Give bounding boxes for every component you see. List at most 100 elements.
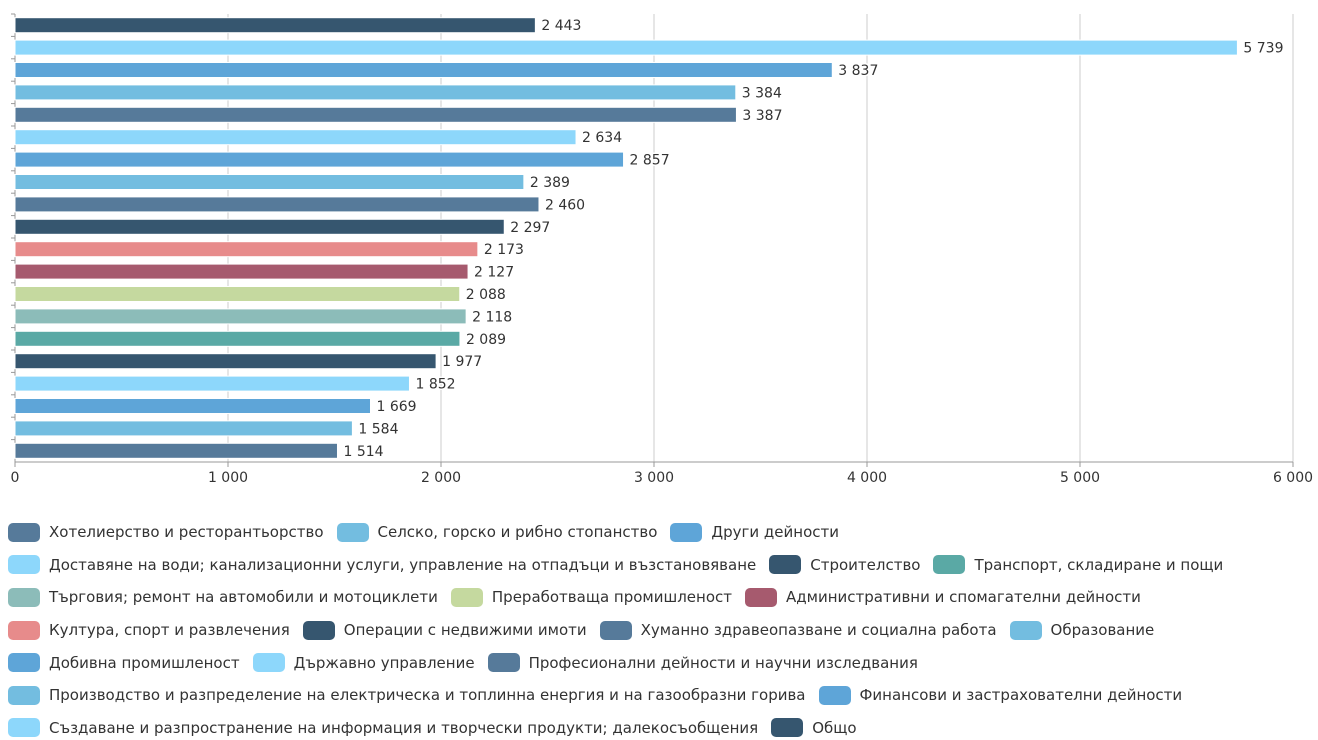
- legend-item[interactable]: Строителство: [769, 553, 920, 578]
- data-label: 1 514: [343, 444, 383, 460]
- bar: [14, 241, 479, 258]
- x-tick-label: 0: [11, 470, 20, 486]
- legend-label: Преработваща промишленост: [491, 588, 733, 607]
- legend-item[interactable]: Култура, спорт и развлечения: [8, 618, 290, 643]
- legend-swatch: [450, 587, 483, 607]
- bar: [14, 375, 410, 392]
- legend-swatch: [670, 522, 703, 542]
- legend-item[interactable]: Създаване и разпространение на информаци…: [8, 716, 758, 740]
- x-tick-label: 3 000: [634, 470, 674, 486]
- legend-swatch: [252, 653, 285, 673]
- chart: 0 1 000 2 000 3 000 4 000 5 000 6 000 1 514 1 58…: [11, 13, 1313, 486]
- data-label: 3 384: [742, 85, 782, 101]
- legend-swatch: [302, 620, 335, 640]
- legend-label: Доставяне на води; канализационни услуги…: [49, 555, 757, 574]
- legend-label: Операции с недвижими имоти: [343, 621, 587, 640]
- bar: [14, 196, 540, 213]
- legend-swatch: [8, 555, 40, 575]
- data-label: 2 634: [582, 130, 622, 146]
- data-label: 3 837: [838, 63, 878, 79]
- legend-swatch: [933, 555, 966, 575]
- legend-label: Селско, горско и рибно стопанство: [377, 523, 658, 542]
- legend-item[interactable]: Държавно управление: [252, 650, 475, 675]
- legend-item[interactable]: Операции с недвижими имоти: [302, 618, 587, 643]
- legend-item[interactable]: Селско, горско и рибно стопанство: [336, 520, 658, 545]
- data-label: 2 173: [484, 242, 524, 258]
- data-label: 2 443: [541, 18, 581, 34]
- data-label: 2 389: [530, 175, 570, 191]
- data-label: 2 297: [510, 220, 550, 236]
- bar: [14, 84, 737, 101]
- bar: [14, 62, 833, 78]
- legend-swatch: [771, 718, 804, 738]
- x-tick-label: 4 000: [847, 470, 887, 486]
- legend-item[interactable]: Общо: [771, 716, 857, 740]
- legend-swatch: [8, 522, 40, 542]
- bar: [14, 330, 461, 347]
- legend-swatch: [818, 685, 851, 705]
- data-label: 2 088: [466, 287, 506, 303]
- legend-label: Финансови и застрахователни дейности: [859, 686, 1183, 705]
- legend-swatch: [1009, 620, 1042, 640]
- legend-swatch: [8, 718, 40, 738]
- data-label: 1 977: [442, 354, 482, 370]
- legend-label: Хотелиерство и ресторантьорство: [49, 523, 324, 542]
- legend-item[interactable]: Транспорт, складиране и пощи: [933, 553, 1223, 578]
- legend-label: Добивна промишленост: [49, 653, 240, 672]
- x-tick-label: 5 000: [1060, 470, 1100, 486]
- legend-label: Създаване и разпространение на информаци…: [49, 718, 759, 737]
- data-label: 2 857: [630, 153, 670, 169]
- legend-item[interactable]: Други дейности: [670, 520, 839, 545]
- legend-label: Хуманно здравеопазване и социална работа: [640, 621, 997, 640]
- legend-item[interactable]: Хотелиерство и ресторантьорство: [8, 520, 324, 545]
- legend: Хотелиерство и ресторантьорство Селско, г…: [8, 520, 1318, 740]
- x-tick-label: 2 000: [421, 470, 461, 486]
- data-label: 2 118: [472, 309, 512, 325]
- data-label: 2 127: [474, 265, 514, 281]
- legend-label: Държавно управление: [293, 653, 475, 672]
- legend-swatch: [8, 685, 40, 705]
- x-tick-label: 6 000: [1273, 470, 1313, 486]
- legend-item[interactable]: Доставяне на води; канализационни услуги…: [8, 553, 756, 578]
- bar: [14, 398, 371, 414]
- bar: [14, 17, 536, 34]
- legend-item[interactable]: Преработваща промишленост: [450, 585, 733, 610]
- legend-label: Търговия; ремонт на автомобили и мотоцик…: [49, 588, 438, 607]
- legend-label: Административни и спомагателни дейности: [786, 588, 1141, 607]
- bar: [14, 263, 469, 280]
- legend-label: Култура, спорт и развлечения: [49, 621, 290, 640]
- legend-swatch: [769, 555, 802, 575]
- legend-item[interactable]: Административни и спомагателни дейности: [745, 585, 1141, 610]
- legend-swatch: [8, 653, 40, 673]
- legend-label: Образование: [1050, 621, 1155, 640]
- legend-item[interactable]: Добивна промишленост: [8, 650, 240, 675]
- legend-item[interactable]: Професионални дейности и научни изследва…: [487, 650, 918, 675]
- bar: [14, 353, 437, 370]
- legend-item[interactable]: Образование: [1009, 618, 1155, 643]
- data-label: 2 460: [545, 197, 585, 213]
- bar: [14, 151, 625, 168]
- bar: [14, 106, 737, 123]
- legend-label: Транспорт, складиране и пощи: [974, 555, 1224, 574]
- bar: [14, 39, 1238, 56]
- legend-label: Общо: [812, 718, 857, 737]
- data-label: 5 739: [1243, 41, 1283, 57]
- legend-item[interactable]: Производство и разпределение на електрич…: [8, 683, 806, 708]
- data-label: 3 387: [742, 108, 782, 124]
- data-label: 1 852: [415, 377, 455, 393]
- legend-swatch: [8, 620, 40, 640]
- legend-item[interactable]: Финансови и застрахователни дейности: [818, 683, 1183, 708]
- x-tick-label: 1 000: [208, 470, 248, 486]
- legend-item[interactable]: Търговия; ремонт на автомобили и мотоцик…: [8, 585, 438, 610]
- bar: [14, 218, 505, 235]
- legend-label: Строителство: [810, 555, 921, 574]
- data-label: 2 089: [466, 332, 506, 348]
- bar: [14, 420, 353, 437]
- legend-swatch: [599, 620, 632, 640]
- legend-item[interactable]: Хуманно здравеопазване и социална работа: [599, 618, 997, 643]
- bar: [14, 442, 338, 459]
- data-label: 1 669: [376, 399, 416, 415]
- legend-swatch: [745, 587, 778, 607]
- data-label: 1 584: [358, 421, 398, 437]
